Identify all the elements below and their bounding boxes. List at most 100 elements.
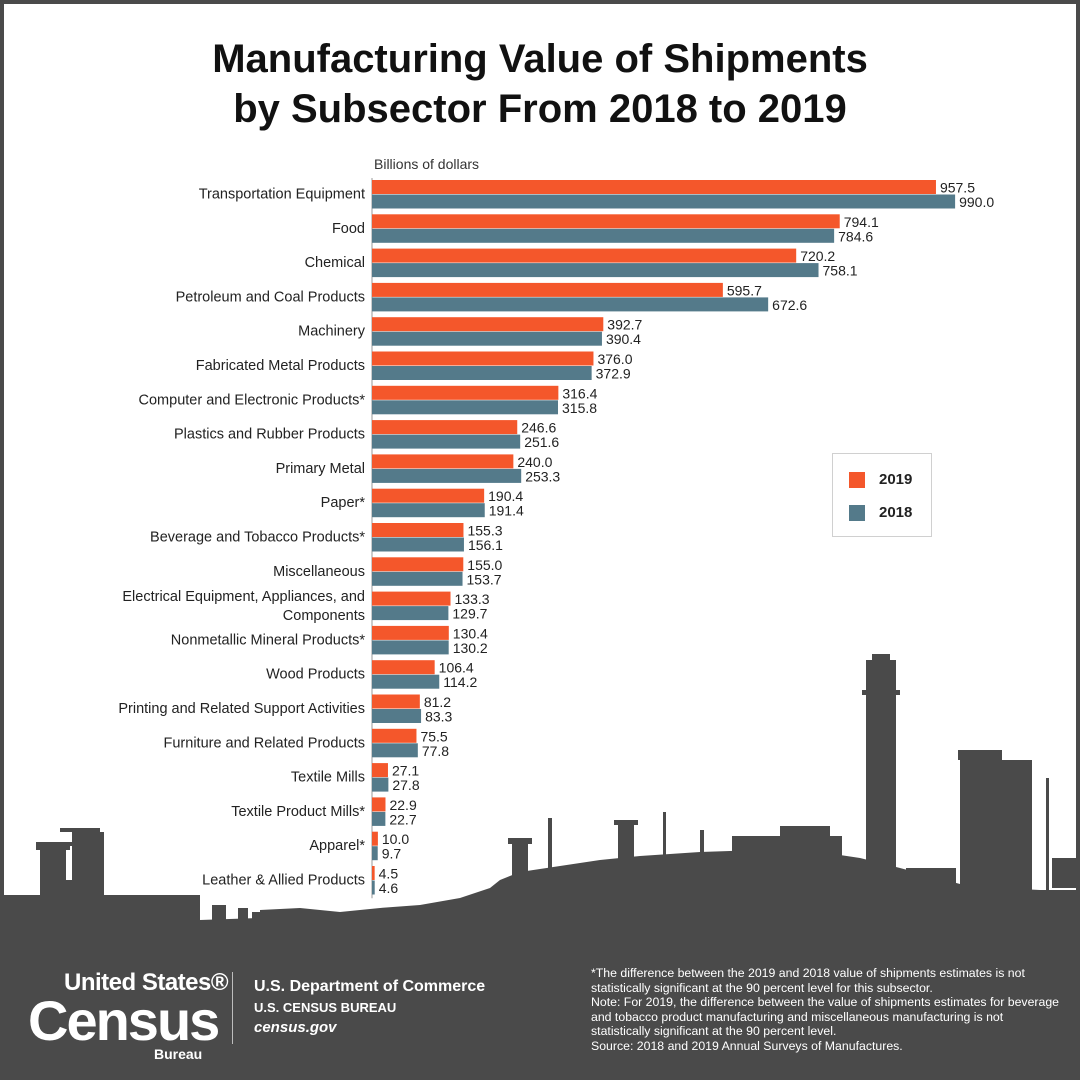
- department-block: U.S. Department of Commerce U.S. CENSUS …: [254, 978, 485, 1036]
- category-label: Computer and Electronic Products*: [139, 392, 366, 408]
- bar-2019: [372, 282, 723, 297]
- category-label: Machinery: [298, 324, 366, 340]
- category-label: Wood Products: [266, 667, 365, 683]
- footnote-note: Note: For 2019, the difference between t…: [591, 995, 1060, 1039]
- data-label-2019: 376.0: [597, 351, 632, 367]
- category-label: Furniture and Related Products: [164, 735, 366, 751]
- data-label-2019: 133.3: [455, 591, 490, 607]
- bar-2018: [372, 228, 835, 243]
- bar-2019: [372, 831, 378, 846]
- legend-label-2018: 2018: [879, 504, 913, 521]
- bar-2019: [372, 557, 464, 572]
- category-label: Beverage and Tobacco Products*: [150, 530, 365, 546]
- census-bureau-logo[interactable]: United States® Census Bureau: [28, 969, 229, 1063]
- bar-2018: [372, 434, 521, 449]
- data-label-2019: 22.9: [389, 797, 416, 813]
- category-label: Primary Metal: [276, 461, 365, 477]
- legend-swatch-2018: [849, 504, 865, 521]
- category-label: Leather & Allied Products: [202, 873, 365, 889]
- chart-title: Manufacturing Value of Shipments by Subs…: [0, 34, 1080, 134]
- bar-2018: [372, 640, 449, 655]
- unit-label: Billions of dollars: [374, 156, 479, 172]
- bar-2018: [372, 194, 956, 209]
- bar-chart: Billions of dollars Transportation Equip…: [118, 156, 994, 899]
- bar-2019: [372, 523, 464, 537]
- data-label-2018: 784.6: [838, 228, 873, 244]
- data-label-2019: 4.5: [379, 866, 399, 882]
- data-label-2019: 595.7: [727, 282, 762, 298]
- bar-2019: [372, 454, 514, 469]
- bar-2018: [372, 709, 422, 723]
- bar-2019: [372, 763, 388, 778]
- data-label-2018: 390.4: [606, 331, 641, 347]
- bar-2018: [372, 880, 375, 895]
- data-label-2019: 316.4: [562, 385, 597, 401]
- data-label-2019: 155.3: [467, 523, 502, 539]
- data-label-2019: 130.4: [453, 625, 488, 641]
- bar-2018: [372, 263, 819, 278]
- category-label: Textile Product Mills*: [231, 804, 365, 820]
- data-label-2019: 190.4: [488, 488, 523, 504]
- bar-2019: [372, 728, 417, 743]
- logo-united-states: United States®: [64, 969, 229, 996]
- bar-2019: [372, 180, 936, 194]
- data-label-2018: 130.2: [453, 640, 488, 656]
- data-label-2019: 794.1: [844, 214, 879, 230]
- data-label-2019: 10.0: [382, 831, 409, 847]
- legend-swatch-2019: [849, 471, 865, 488]
- data-label-2019: 720.2: [800, 248, 835, 264]
- data-label-2019: 75.5: [420, 728, 447, 744]
- bar-2019: [372, 797, 386, 812]
- footnote-significance: *The difference between the 2019 and 201…: [591, 966, 1025, 995]
- bar-2018: [372, 537, 464, 552]
- legend: 2019 2018: [832, 453, 932, 537]
- bar-2019: [372, 488, 485, 503]
- chart-title-line-2: by Subsector From 2018 to 2019: [233, 87, 847, 131]
- data-label-2019: 240.0: [517, 454, 552, 470]
- bar-2019: [372, 660, 435, 675]
- chart-title-line-1: Manufacturing Value of Shipments: [212, 37, 868, 81]
- bar-2019: [372, 591, 451, 606]
- data-label-2019: 81.2: [424, 694, 451, 710]
- bar-2018: [372, 503, 485, 518]
- data-label-2018: 22.7: [389, 811, 416, 827]
- data-label-2018: 9.7: [382, 846, 402, 862]
- data-label-2018: 153.7: [467, 571, 502, 587]
- bar-2019: [372, 625, 449, 640]
- bar-2018: [372, 468, 522, 483]
- data-label-2018: 251.6: [524, 434, 559, 450]
- bar-2019: [372, 248, 797, 263]
- census-gov-link[interactable]: census.gov: [254, 1019, 337, 1036]
- bar-2018: [372, 400, 559, 415]
- data-label-2019: 155.0: [467, 557, 502, 573]
- department-name: U.S. Department of Commerce: [254, 978, 486, 995]
- data-label-2018: 129.7: [452, 606, 487, 622]
- logo-bureau: Bureau: [154, 1046, 203, 1062]
- data-label-2018: 114.2: [443, 674, 477, 690]
- data-label-2018: 372.9: [596, 366, 631, 382]
- data-label-2019: 957.5: [940, 180, 975, 196]
- category-label: Apparel*: [309, 838, 365, 854]
- data-label-2018: 672.6: [772, 297, 807, 313]
- data-label-2018: 77.8: [422, 743, 449, 759]
- bar-2019: [372, 694, 420, 709]
- bar-2019: [372, 420, 518, 435]
- logo-census: Census: [28, 989, 220, 1052]
- category-label: Printing and Related Support Activities: [118, 701, 365, 717]
- category-label: Transportation Equipment: [199, 187, 365, 203]
- bar-2018: [372, 571, 463, 586]
- footer-divider: [232, 972, 233, 1044]
- data-label-2018: 315.8: [562, 400, 597, 416]
- data-label-2018: 758.1: [823, 263, 858, 279]
- data-label-2019: 106.4: [439, 660, 474, 676]
- bar-2018: [372, 366, 592, 380]
- bar-2018: [372, 846, 378, 861]
- bar-2019: [372, 351, 594, 366]
- category-label: Food: [332, 221, 365, 237]
- bar-2018: [372, 811, 386, 826]
- bar-2018: [372, 674, 440, 689]
- bar-2019: [372, 214, 840, 229]
